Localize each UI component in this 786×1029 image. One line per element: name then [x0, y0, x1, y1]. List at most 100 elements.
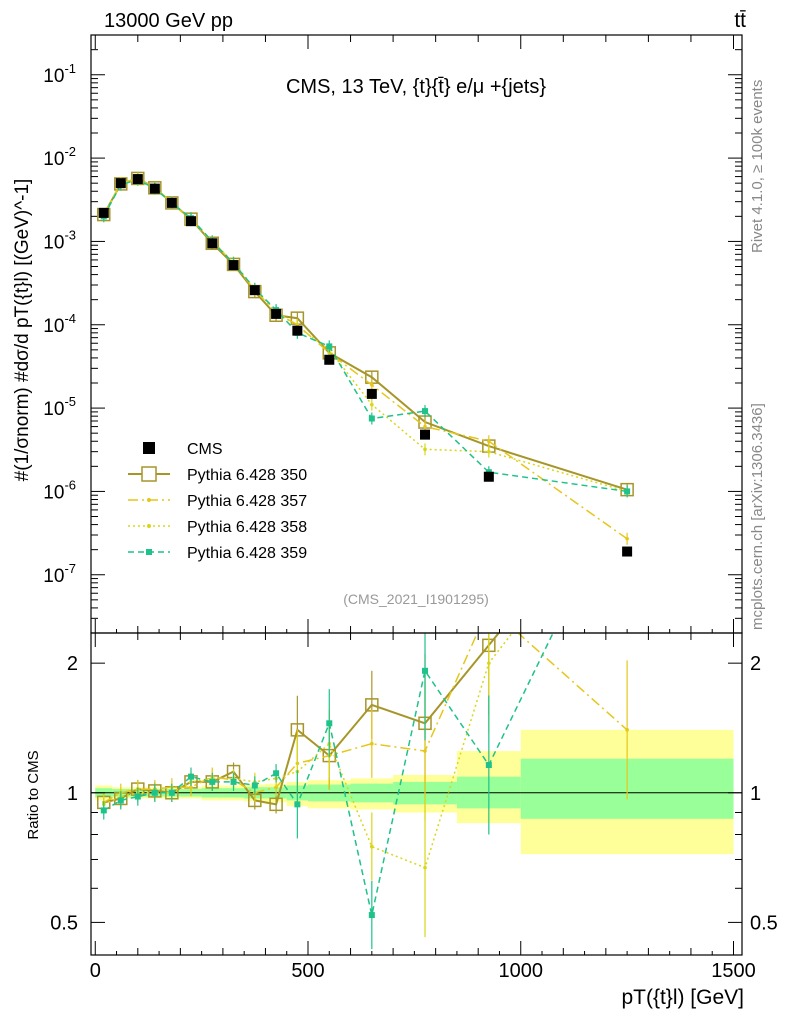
series-line-350 — [102, 177, 628, 491]
ratio-marker-358 — [487, 661, 491, 665]
legend-entry: Pythia 6.428 350 — [187, 467, 307, 484]
data-point-cms — [249, 285, 260, 296]
ratio-y-tick-label-left: 1 — [67, 783, 78, 805]
series-line-358 — [103, 178, 628, 493]
ratio-line-358 — [103, 633, 514, 869]
data-point-cms — [132, 174, 143, 185]
ratio-y-tick-label-left: 2 — [67, 653, 78, 675]
y-tick-label: 10-5 — [43, 394, 76, 420]
main-frame — [90, 34, 743, 634]
y-tick-exponent: -3 — [64, 227, 76, 242]
marker-358 — [370, 402, 374, 407]
main-series — [97, 171, 634, 557]
y-tick-label: 10-3 — [43, 227, 76, 253]
ratio-marker-359 — [326, 720, 333, 727]
ratio-marker-359 — [251, 782, 258, 789]
ratio-marker-357 — [625, 728, 629, 732]
x-tick-label: 1500 — [711, 960, 756, 982]
legend-entry: Pythia 6.428 359 — [187, 545, 307, 562]
ratio-series — [91, 468, 742, 950]
ratio-marker-358 — [370, 844, 374, 849]
legend-marker — [147, 524, 151, 528]
ratio-y-tick-label-left: 0.5 — [50, 912, 78, 934]
legend: CMS Pythia 6.428 350 Pythia 6.428 357 Pythi… — [128, 441, 307, 562]
series-line-357 — [103, 177, 628, 540]
y-tick-exponent: -4 — [64, 311, 76, 326]
data-point-cms — [149, 183, 160, 194]
data-point-cms — [166, 197, 177, 208]
data-point-cms — [228, 260, 239, 271]
ratio-marker-359 — [422, 667, 429, 674]
ratio-marker-359 — [151, 789, 158, 796]
data-point-cms — [483, 471, 494, 482]
marker-358 — [423, 447, 427, 452]
mcplots-label: mcplots.cern.ch [arXiv:1306.3436] — [749, 403, 766, 630]
marker-359 — [422, 408, 429, 415]
ratio-frame — [90, 632, 743, 956]
data-point-cms — [366, 388, 377, 399]
ratio-marker-359 — [368, 912, 375, 919]
legend-marker — [141, 466, 157, 482]
y-tick-exponent: -1 — [64, 61, 76, 76]
ratio-marker-359 — [117, 797, 124, 804]
ratio-marker-350 — [269, 797, 283, 812]
ratio-marker-359 — [294, 801, 301, 808]
ratio-marker-359 — [230, 778, 237, 785]
rivet-label: Rivet 4.1.0, ≥ 100k events — [749, 80, 766, 253]
legend-marker — [146, 549, 152, 555]
data-point-cms — [324, 354, 335, 365]
header-right: tt̄ — [734, 9, 746, 32]
data-point-cms — [207, 238, 218, 249]
y-tick-exponent: -5 — [64, 394, 76, 409]
legend-marker-cms — [143, 442, 155, 454]
marker-359 — [326, 343, 333, 350]
ratio-marker-357 — [370, 741, 374, 746]
data-point-cms — [420, 429, 431, 440]
marker-359 — [624, 488, 631, 495]
legend-entry: CMS — [187, 441, 223, 458]
ratio-y-tick-label-right: 2 — [750, 653, 761, 675]
analysis-watermark: (CMS_2021_I1901295) — [343, 591, 489, 607]
y-tick-exponent: -2 — [64, 144, 76, 159]
data-point-cms — [115, 178, 126, 189]
ratio-marker-359 — [209, 778, 216, 785]
legend-marker — [147, 498, 151, 502]
y-tick-label: 10-4 — [43, 311, 76, 337]
ratio-line-359 — [103, 633, 554, 916]
marker-359 — [368, 415, 375, 422]
data-point-cms — [622, 546, 633, 557]
y-tick-exponent: -7 — [64, 561, 76, 576]
main-title: CMS, 13 TeV, {t}{t̄} e/μ +{jets} — [286, 76, 546, 98]
ratio-marker-350 — [621, 468, 633, 480]
x-tick-label: 500 — [291, 960, 324, 982]
data-point-cms — [185, 216, 196, 227]
ratio-y-tick-label-right: 0.5 — [750, 912, 778, 934]
ratio-plot: 0.5 0.5 1 1 2 2 0 500 1000 1500 — [50, 468, 778, 982]
data-point-cms — [292, 325, 303, 336]
marker-357 — [625, 537, 629, 541]
ratio-marker-359 — [100, 807, 107, 814]
ratio-y-tick-label-right: 1 — [750, 783, 761, 805]
y-tick-label: 10-2 — [43, 144, 76, 170]
data-point-cms — [98, 207, 109, 218]
main-plot: 10-7 10-6 10-5 10-4 10-3 10-2 10-1 — [43, 35, 742, 634]
x-tick-label: 1000 — [498, 960, 543, 982]
y-tick-label: 10-6 — [43, 477, 76, 503]
marker-357 — [487, 439, 491, 444]
header-left: 13000 GeV pp — [104, 10, 233, 32]
ratio-marker-359 — [187, 773, 194, 780]
ratio-marker-359 — [273, 770, 280, 777]
ratio-y-axis-label: Ratio to CMS — [25, 750, 42, 839]
data-point-cms — [271, 308, 282, 319]
series-line-359 — [103, 178, 628, 493]
marker-358 — [487, 449, 491, 454]
ratio-marker-359 — [168, 789, 175, 796]
ratio-marker-358 — [423, 865, 427, 870]
ratio-marker-357 — [423, 749, 427, 753]
y-tick-label: 10-7 — [43, 561, 76, 587]
x-tick-label: 0 — [90, 960, 101, 982]
legend-entry: Pythia 6.428 358 — [187, 519, 307, 536]
y-axis-label: #(1/σnorm) #dσ/d pT({t}l) [(GeV)^-1] — [12, 179, 33, 482]
